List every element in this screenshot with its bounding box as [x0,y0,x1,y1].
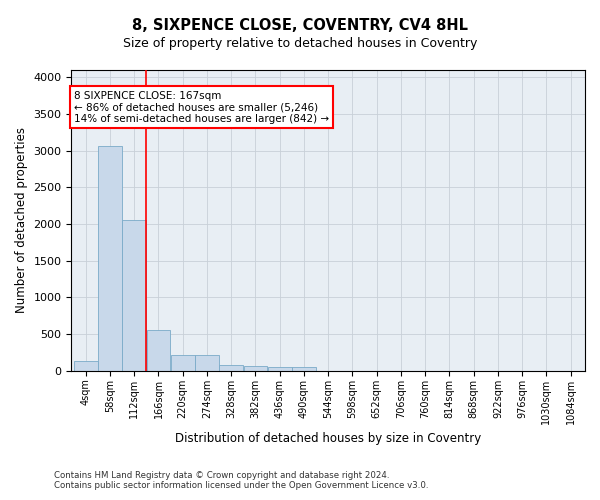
Bar [292,366,316,371]
Bar [98,146,122,371]
Text: Size of property relative to detached houses in Coventry: Size of property relative to detached ho… [123,38,477,51]
Bar [220,365,243,371]
Text: 8 SIXPENCE CLOSE: 167sqm
← 86% of detached houses are smaller (5,246)
14% of sem: 8 SIXPENCE CLOSE: 167sqm ← 86% of detach… [74,90,329,124]
Bar [268,366,292,371]
Bar [195,356,219,371]
Y-axis label: Number of detached properties: Number of detached properties [15,128,28,314]
X-axis label: Distribution of detached houses by size in Coventry: Distribution of detached houses by size … [175,432,481,445]
Text: Contains HM Land Registry data © Crown copyright and database right 2024.
Contai: Contains HM Land Registry data © Crown c… [54,470,428,490]
Bar [122,220,146,371]
Bar [244,366,268,371]
Bar [146,330,170,371]
Text: 8, SIXPENCE CLOSE, COVENTRY, CV4 8HL: 8, SIXPENCE CLOSE, COVENTRY, CV4 8HL [132,18,468,32]
Bar [171,356,194,371]
Bar [74,360,98,371]
